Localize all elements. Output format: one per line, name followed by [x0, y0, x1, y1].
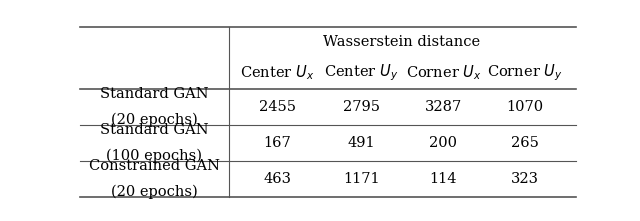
Text: Corner $U_y$: Corner $U_y$ [488, 63, 563, 83]
Text: Corner $U_x$: Corner $U_x$ [406, 64, 481, 82]
Text: 463: 463 [263, 172, 291, 186]
Text: 114: 114 [429, 172, 457, 186]
Text: 1171: 1171 [343, 172, 380, 186]
Text: Center $U_y$: Center $U_y$ [324, 63, 399, 83]
Text: Constrained GAN: Constrained GAN [89, 159, 220, 173]
Text: (20 epochs): (20 epochs) [111, 112, 198, 127]
Text: 323: 323 [511, 172, 539, 186]
Text: 167: 167 [263, 136, 291, 150]
Text: 2795: 2795 [343, 100, 380, 114]
Text: 1070: 1070 [507, 100, 544, 114]
Text: 2455: 2455 [259, 100, 296, 114]
Text: 3287: 3287 [425, 100, 462, 114]
Text: 265: 265 [511, 136, 539, 150]
Text: 200: 200 [429, 136, 458, 150]
Text: Center $U_x$: Center $U_x$ [240, 64, 314, 82]
Text: (100 epochs): (100 epochs) [106, 149, 202, 163]
Text: (20 epochs): (20 epochs) [111, 184, 198, 199]
Text: 491: 491 [348, 136, 375, 150]
Text: Standard GAN: Standard GAN [100, 123, 209, 137]
Text: Standard GAN: Standard GAN [100, 87, 209, 101]
Text: Wasserstein distance: Wasserstein distance [323, 35, 480, 49]
